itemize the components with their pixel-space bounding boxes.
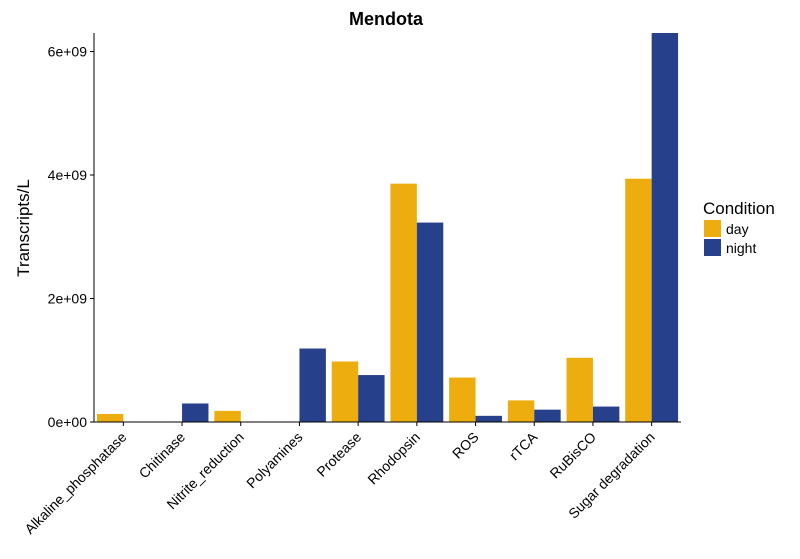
bar-night-7 — [534, 409, 561, 422]
y-axis: 0e+00 2e+09 4e+09 6e+09 — [48, 33, 95, 430]
plot-area — [96, 33, 679, 422]
x-tick-label: Polyamines — [243, 429, 305, 491]
x-tick-label: ROS — [449, 429, 482, 462]
y-tick-label: 4e+09 — [48, 167, 88, 183]
y-axis-title: Transcripts/L — [14, 179, 33, 277]
bar-day-2 — [214, 410, 241, 422]
bar-night-8 — [592, 406, 620, 422]
legend-title: Condition — [703, 199, 775, 218]
x-tick-label: RuBisCO — [546, 429, 599, 482]
x-tick-label: Rhodopsin — [364, 429, 423, 488]
legend-label-day: day — [726, 221, 749, 237]
chart-title: Mendota — [349, 9, 424, 29]
bar-day-5 — [390, 183, 417, 422]
x-tick-label: Protease — [313, 429, 364, 480]
bar-day-6 — [449, 377, 476, 422]
bar-night-5 — [416, 222, 444, 422]
bar-day-9 — [625, 178, 652, 422]
bar-night-6 — [475, 415, 502, 422]
bar-day-8 — [566, 357, 593, 422]
legend: Condition day night — [703, 199, 775, 256]
bar-night-4 — [358, 375, 385, 422]
x-tick-label: Chitinase — [136, 429, 189, 482]
x-tick-label: Alkaline_phosphatase — [21, 429, 129, 537]
legend-label-night: night — [726, 240, 756, 256]
bar-day-0 — [96, 413, 124, 422]
x-axis: Alkaline_phosphatase ChitinaseNitrite_red… — [21, 421, 681, 537]
bar-night-3 — [299, 348, 326, 422]
x-tick-label: rTCA — [506, 428, 541, 463]
legend-swatch-night — [704, 239, 721, 256]
legend-swatch-day — [704, 220, 721, 237]
bar-day-4 — [331, 361, 359, 422]
y-tick-label: 0e+00 — [48, 414, 88, 430]
bar-day-7 — [507, 400, 535, 422]
bar-night-9 — [651, 33, 679, 422]
bar-night-1 — [182, 403, 209, 422]
y-tick-label: 2e+09 — [48, 291, 88, 307]
y-tick-label: 6e+09 — [48, 44, 88, 60]
